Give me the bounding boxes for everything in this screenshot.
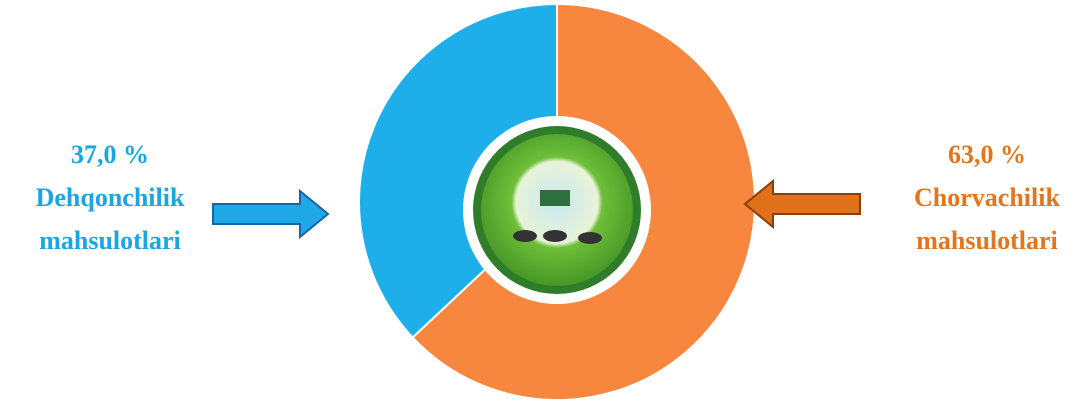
value-label: 37,0 % <box>71 140 149 169</box>
value-label: 63,0 % <box>948 140 1026 169</box>
arrow-left <box>212 188 330 240</box>
logo-barn <box>540 190 570 206</box>
category-label: Dehqonchilik mahsulotlari <box>35 183 185 255</box>
logo-cow <box>543 230 567 242</box>
logo <box>481 134 633 286</box>
slice <box>358 2 558 339</box>
category-label: Chorvachilik mahsulotlari <box>914 183 1060 255</box>
arrow-right <box>743 178 861 230</box>
slice-label: 37,0 % Dehqonchilik mahsulotlari <box>5 133 215 262</box>
logo-cow <box>578 232 602 244</box>
slice-label: 63,0 % Chorvachilik mahsulotlari <box>882 133 1087 262</box>
logo-cow <box>513 230 537 242</box>
